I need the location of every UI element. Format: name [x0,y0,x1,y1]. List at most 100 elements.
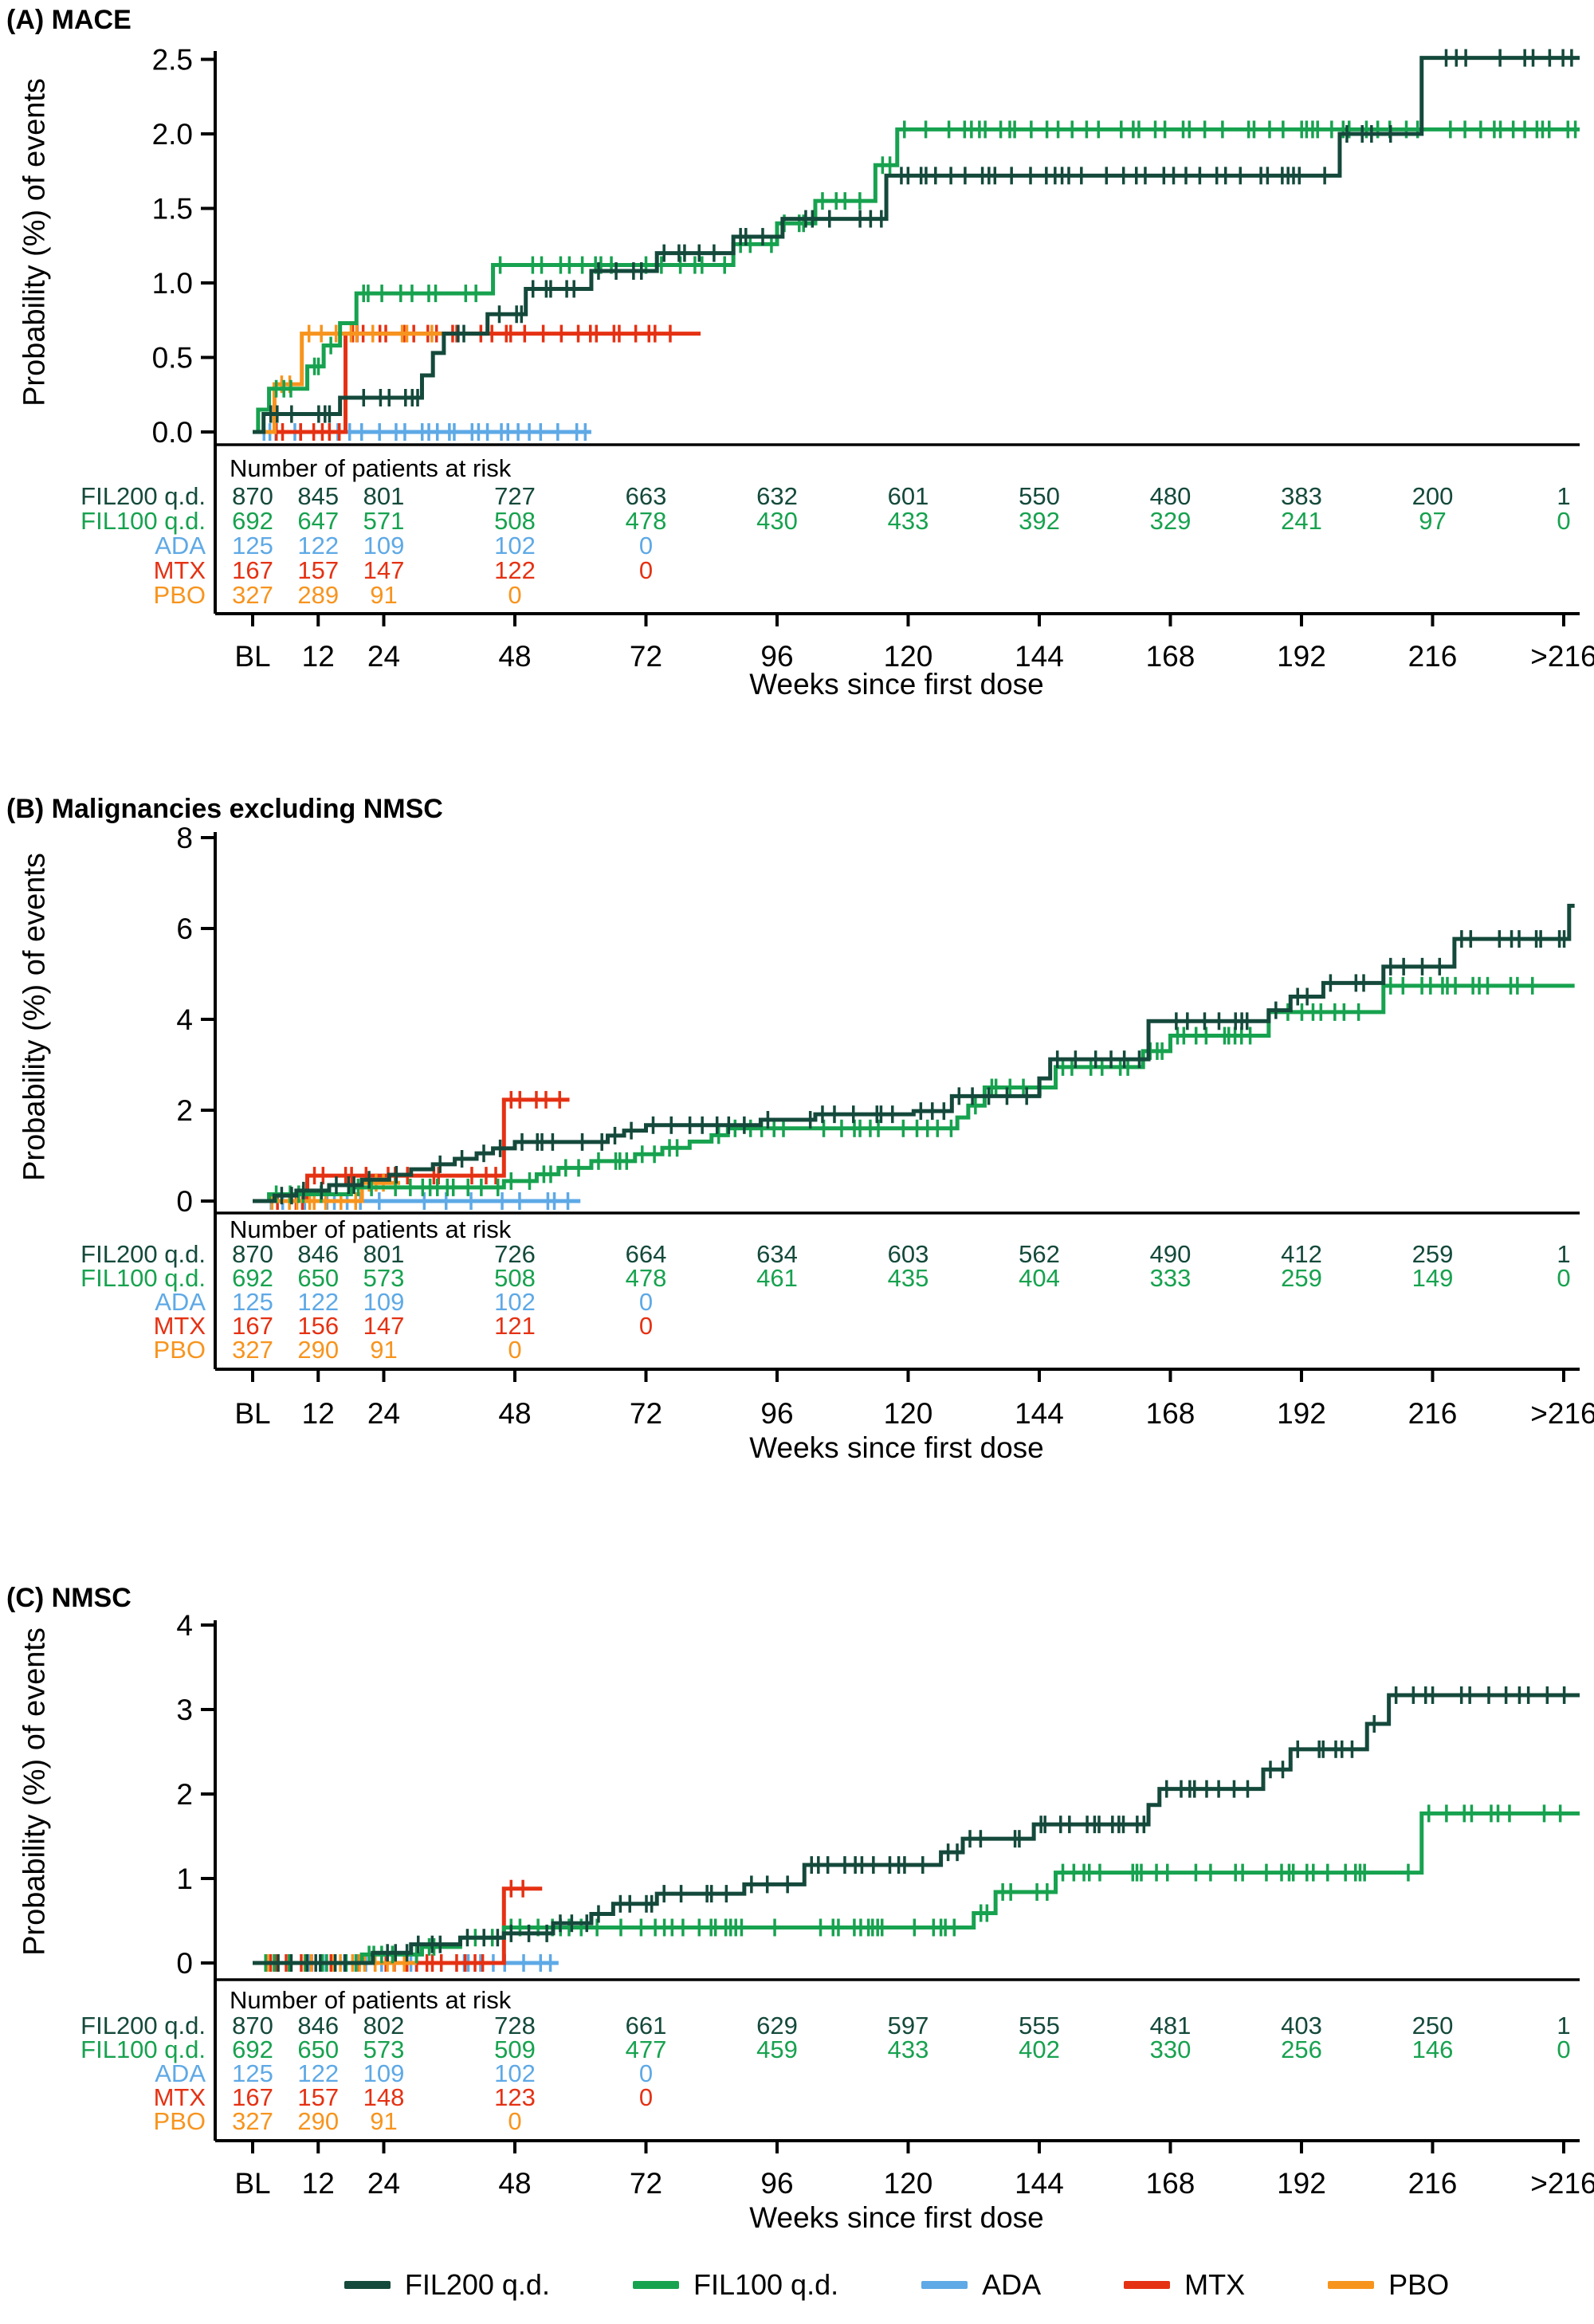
svg-text:157: 157 [297,2083,339,2111]
svg-text:0: 0 [508,1336,521,1364]
svg-text:MTX: MTX [154,556,206,584]
panel-b-y-axis-label: Probability (%) of events [18,853,52,1181]
svg-text:490: 490 [1150,1240,1192,1268]
svg-text:0: 0 [639,556,653,584]
svg-text:12: 12 [302,1397,335,1430]
panel-C-series-FIL200 [253,1686,1580,1972]
svg-text:FIL200 q.d.: FIL200 q.d. [80,1240,206,1268]
svg-text:12: 12 [302,640,335,673]
svg-text:241: 241 [1281,507,1322,535]
svg-text:0: 0 [639,532,653,559]
svg-text:870: 870 [232,2012,273,2039]
svg-text:1.0: 1.0 [152,267,193,300]
svg-text:FIL100 q.d.: FIL100 q.d. [80,2035,206,2063]
svg-text:FIL200 q.d.: FIL200 q.d. [80,482,206,510]
svg-text:562: 562 [1019,1240,1060,1268]
panel-b-title: (B) Malignancies excluding NMSC [6,794,443,824]
legend-label-mtx: MTX [1184,2268,1246,2301]
svg-text:>216: >216 [1530,2167,1594,2200]
svg-text:290: 290 [297,2107,339,2135]
svg-text:0: 0 [1557,2035,1570,2063]
svg-text:144: 144 [1015,2167,1064,2200]
svg-text:259: 259 [1281,1264,1322,1292]
svg-text:0: 0 [176,1947,193,1980]
svg-text:24: 24 [367,640,400,673]
svg-text:144: 144 [1015,1397,1064,1430]
svg-text:109: 109 [363,1288,405,1316]
svg-text:327: 327 [232,1336,273,1364]
svg-text:571: 571 [363,507,405,535]
svg-text:96: 96 [760,640,793,673]
svg-text:392: 392 [1019,507,1060,535]
svg-text:0: 0 [639,2083,653,2111]
svg-text:146: 146 [1412,2035,1454,2063]
svg-text:0.0: 0.0 [152,416,193,449]
svg-text:573: 573 [363,2035,405,2063]
svg-text:123: 123 [494,2083,536,2111]
svg-text:BL: BL [234,1397,270,1430]
svg-text:663: 663 [626,482,667,510]
svg-text:329: 329 [1150,507,1192,535]
panel-a-y-axis-label: Probability (%) of events [18,78,52,406]
svg-text:3: 3 [176,1694,193,1726]
svg-text:290: 290 [297,1336,339,1364]
svg-text:167: 167 [232,556,273,584]
svg-text:256: 256 [1281,2035,1322,2063]
svg-text:Number of patients at risk: Number of patients at risk [230,1215,512,1243]
svg-text:634: 634 [756,1240,798,1268]
svg-text:216: 216 [1408,1397,1458,1430]
svg-text:629: 629 [756,2012,798,2039]
svg-text:403: 403 [1281,2012,1322,2039]
legend-item-fil100: FIL100 q.d. [632,2268,839,2302]
svg-text:168: 168 [1146,640,1196,673]
panel-A-series-FIL100 [253,120,1580,434]
ada-line-swatch [921,2281,968,2289]
svg-text:0: 0 [176,1185,193,1218]
svg-text:801: 801 [363,482,405,510]
svg-text:412: 412 [1281,1240,1322,1268]
fil100-line-swatch [632,2281,679,2289]
svg-text:0: 0 [1557,507,1570,535]
svg-text:603: 603 [888,1240,929,1268]
svg-text:109: 109 [363,2059,405,2087]
svg-text:1: 1 [1557,482,1570,510]
svg-text:435: 435 [888,1264,929,1292]
svg-text:289: 289 [297,581,339,609]
svg-text:0.5: 0.5 [152,342,193,375]
svg-text:122: 122 [297,532,339,559]
panel-C-series-MTX [253,1879,543,1972]
panel-B-series-FIL100 [253,976,1575,1203]
svg-text:MTX: MTX [154,2083,206,2111]
svg-text:91: 91 [370,2107,397,2135]
legend-label-fil100: FIL100 q.d. [693,2268,839,2301]
svg-text:1.5: 1.5 [152,193,193,226]
fil200-line-swatch [344,2281,391,2289]
panel-C-series-FIL100 [253,1804,1580,1972]
svg-text:148: 148 [363,2083,405,2111]
svg-text:24: 24 [367,2167,400,2200]
svg-text:167: 167 [232,2083,273,2111]
svg-text:4: 4 [176,1003,193,1036]
svg-text:0: 0 [639,1312,653,1340]
svg-text:157: 157 [297,556,339,584]
svg-text:121: 121 [494,1312,536,1340]
svg-text:FIL100 q.d.: FIL100 q.d. [80,507,206,535]
svg-text:120: 120 [884,1397,933,1430]
svg-text:PBO: PBO [154,2107,206,2135]
svg-text:2: 2 [176,1778,193,1811]
svg-text:433: 433 [888,2035,929,2063]
svg-text:728: 728 [494,2012,536,2039]
svg-text:2.0: 2.0 [152,118,193,151]
svg-text:402: 402 [1019,2035,1060,2063]
svg-text:727: 727 [494,482,536,510]
svg-text:216: 216 [1408,640,1458,673]
legend-label-pbo: PBO [1388,2268,1450,2301]
svg-text:383: 383 [1281,482,1322,510]
svg-text:802: 802 [363,2012,405,2039]
svg-text:Number of patients at risk: Number of patients at risk [230,454,512,482]
svg-text:0: 0 [508,581,521,609]
svg-text:125: 125 [232,2059,273,2087]
svg-text:PBO: PBO [154,1336,206,1364]
legend-label-ada: ADA [982,2268,1042,2301]
legend-item-ada: ADA [921,2268,1041,2302]
